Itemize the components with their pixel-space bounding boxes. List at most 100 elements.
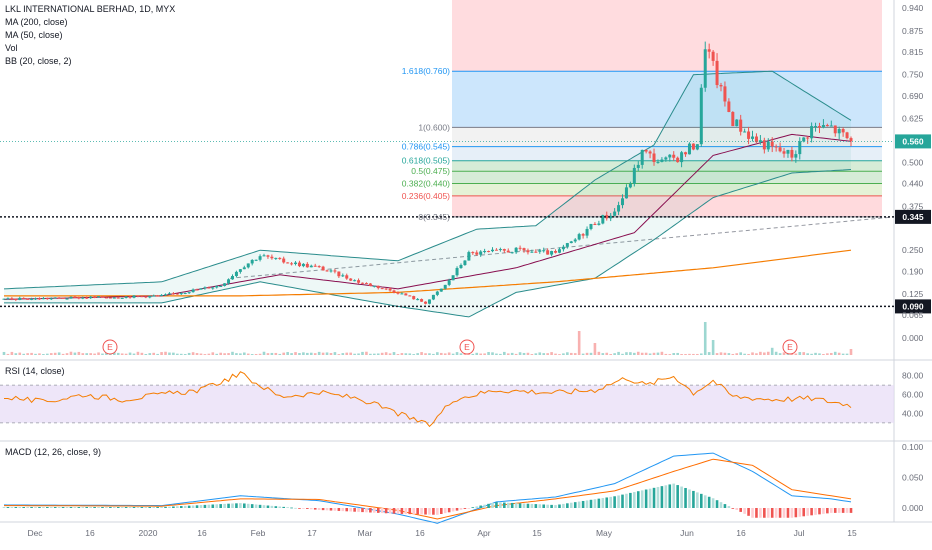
macd-histogram-bar: [353, 508, 356, 512]
macd-histogram-bar: [278, 506, 282, 508]
candle-body: [290, 263, 294, 265]
candle-body: [542, 250, 546, 252]
candle-body: [274, 257, 278, 259]
candle-body: [49, 298, 53, 300]
candle-body: [723, 86, 727, 102]
price-tick-label: 0.690: [902, 91, 924, 101]
macd-histogram-bar: [298, 508, 301, 509]
volume-bar: [302, 352, 305, 355]
macd-histogram-bar: [503, 502, 506, 508]
candle-body: [707, 49, 711, 52]
macd-histogram-bar: [475, 506, 479, 508]
volume-bar: [668, 354, 672, 355]
price-tick-label: 0.250: [902, 245, 924, 255]
candle-body: [380, 288, 384, 290]
candle-body: [754, 136, 758, 143]
volume-bar: [625, 352, 628, 355]
volume-bar: [164, 351, 167, 355]
volume-bar: [85, 353, 89, 355]
volume-bar: [774, 351, 778, 355]
volume-bar: [530, 354, 534, 355]
earnings-marker-label: E: [464, 342, 470, 352]
volume-bar: [826, 353, 829, 355]
volume-bar: [656, 352, 660, 355]
candle-body: [384, 288, 388, 290]
macd-histogram-bar: [392, 508, 396, 514]
candle-body: [2, 298, 6, 300]
volume-bar: [396, 354, 400, 355]
volume-bar: [195, 353, 199, 355]
candle-body: [644, 149, 648, 152]
candle-body: [211, 287, 215, 289]
earnings-marker-label: E: [787, 342, 793, 352]
volume-bar: [506, 353, 510, 355]
candle-body: [845, 132, 849, 139]
macd-histogram-bar: [546, 504, 549, 508]
candle-body: [53, 297, 57, 299]
candle-body: [459, 265, 463, 269]
earnings-marker: [459, 339, 475, 355]
macd-histogram-bar: [34, 507, 37, 508]
candle-body: [270, 256, 274, 259]
macd-histogram-bar: [770, 508, 774, 518]
volume-bar: [439, 352, 443, 355]
volume-bar: [18, 352, 22, 355]
candle-body: [167, 293, 171, 295]
candle-body: [30, 298, 34, 300]
macd-histogram-bar: [636, 491, 640, 508]
volume-bar: [179, 353, 183, 355]
candle-body: [439, 288, 443, 292]
price-tick-label: 0.940: [902, 3, 924, 13]
macd-histogram-bar: [89, 507, 92, 508]
candle-body: [396, 292, 400, 294]
volume-bar: [183, 354, 187, 355]
volume-bar: [770, 347, 774, 355]
candle-body: [10, 298, 14, 300]
candle-body: [664, 157, 668, 160]
macd-histogram-bar: [42, 507, 45, 508]
candle-body: [294, 262, 298, 265]
macd-histogram-bar: [424, 508, 427, 515]
candle-body: [684, 152, 688, 155]
volume-bar: [258, 353, 262, 355]
price-tick-label: 0.875: [902, 26, 924, 36]
volume-bar: [731, 353, 735, 355]
macd-histogram-bar: [782, 508, 786, 518]
fib-label: 1(0.600): [418, 122, 450, 132]
candle-body: [132, 295, 136, 298]
macd-histogram-bar: [491, 502, 494, 508]
candle-body: [617, 205, 621, 212]
volume-bar: [388, 353, 392, 355]
candle-body: [203, 287, 207, 289]
volume-bar: [715, 353, 719, 355]
macd-histogram-bar: [605, 497, 609, 508]
candle-body: [258, 256, 262, 260]
rsi-tick-label: 80.00: [902, 371, 924, 381]
volume-bar: [317, 351, 321, 355]
macd-histogram-bar: [254, 504, 258, 508]
candle-body: [794, 154, 798, 158]
macd-histogram-bar: [384, 508, 388, 514]
macd-histogram-bar: [589, 499, 593, 508]
volume-bar: [148, 353, 152, 355]
macd-histogram-bar: [18, 507, 22, 508]
candle-body: [825, 125, 829, 127]
macd-histogram-bar: [282, 506, 286, 508]
volume-bar: [34, 353, 37, 355]
candle-body: [227, 279, 231, 284]
volume-bar: [794, 353, 798, 355]
macd-histogram-bar: [625, 493, 628, 508]
candle-body: [215, 286, 219, 288]
macd-histogram-bar: [581, 500, 585, 508]
candle-body: [751, 136, 755, 139]
volume-bar: [73, 352, 77, 355]
volume-bar: [191, 352, 195, 355]
rsi-tick-label: 40.00: [902, 408, 924, 418]
macd-histogram-bar: [148, 507, 152, 508]
macd-histogram-bar: [235, 503, 238, 508]
price-tick-label: 0.625: [902, 114, 924, 124]
candle-body: [565, 243, 569, 247]
candle-body: [648, 151, 652, 154]
volume-bar: [361, 351, 364, 355]
candle-body: [790, 149, 794, 158]
